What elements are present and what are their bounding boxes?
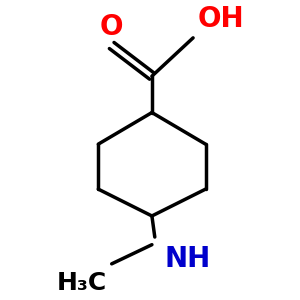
Text: NH: NH bbox=[164, 245, 211, 273]
Text: O: O bbox=[100, 13, 123, 41]
Text: H₃C: H₃C bbox=[57, 272, 107, 296]
Text: OH: OH bbox=[198, 5, 244, 33]
